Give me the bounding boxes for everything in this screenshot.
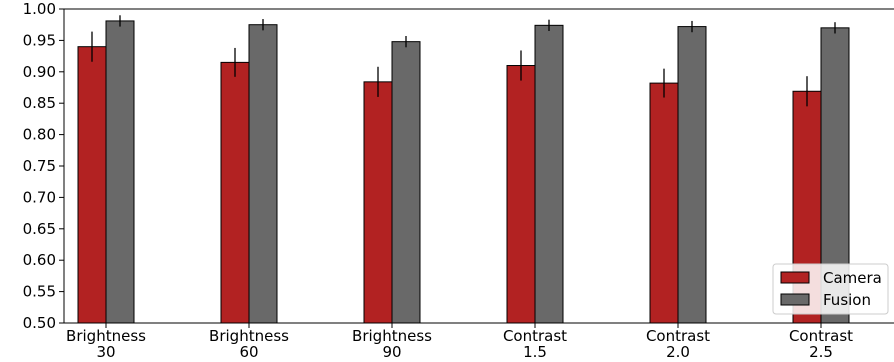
legend-swatch-fusion (780, 293, 810, 306)
y-tick-label: 0.50 (23, 314, 56, 332)
x-tick-label: Contrast 2.5 (789, 327, 853, 361)
y-tick-label: 0.55 (23, 283, 56, 301)
y-tick-label: 0.70 (23, 188, 56, 206)
y-tick-label: 0.85 (23, 94, 56, 112)
bar-fusion-0 (105, 20, 135, 324)
bar-camera-2 (363, 81, 393, 324)
x-tick-label: Brightness 30 (66, 327, 146, 361)
y-tick-label: 0.65 (23, 220, 56, 238)
bar-camera-1 (220, 61, 250, 324)
y-tick-label: 0.75 (23, 157, 56, 175)
y-tick-label: 0.95 (23, 31, 56, 49)
x-tick-label: Contrast 1.5 (503, 327, 567, 361)
y-tick-label: 0.90 (23, 63, 56, 81)
bar-fusion-4 (677, 26, 707, 324)
bar-fusion-1 (248, 24, 278, 324)
x-tick-label: Contrast 2.0 (646, 327, 710, 361)
legend-swatch-camera (780, 271, 810, 284)
bar-camera-3 (506, 65, 536, 324)
y-tick-label: 1.00 (23, 0, 56, 18)
bar-camera-0 (77, 46, 107, 324)
axes-layer: 0.50 0.55 0.60 0.65 0.70 0.75 0.80 0.85 0.90 0.95… (23, 0, 894, 361)
legend-label-fusion: Fusion (823, 291, 871, 309)
y-tick-label: 0.80 (23, 126, 56, 144)
x-tick-label: Brightness 60 (209, 327, 289, 361)
x-tick-label: Brightness 90 (352, 327, 432, 361)
y-tick-label: 0.60 (23, 251, 56, 269)
bar-fusion-3 (534, 24, 564, 324)
bar-camera-4 (649, 82, 679, 324)
legend: Camera Fusion (772, 263, 889, 315)
bars-layer (77, 15, 850, 324)
legend-label-camera: Camera (823, 269, 882, 287)
bar-fusion-2 (391, 41, 421, 324)
